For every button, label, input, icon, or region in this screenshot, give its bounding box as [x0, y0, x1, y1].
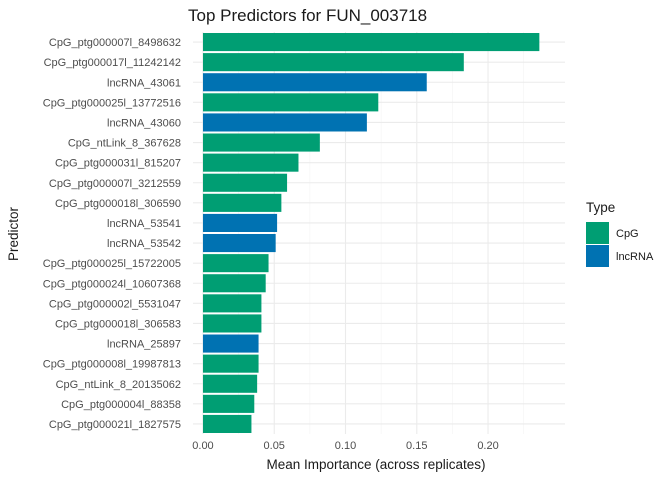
- x-tick-label: 0.10: [335, 440, 356, 452]
- y-tick-label-lncrna-53542: lncRNA_53542: [107, 238, 181, 250]
- x-axis-title: Mean Importance (across replicates): [266, 457, 485, 472]
- y-tick-label-cpg-ptg000004l-88358: CpG_ptg000004l_88358: [61, 399, 181, 411]
- bar-cpg-ptg000018l-306583: [202, 314, 262, 333]
- bar-lncrna-25897: [202, 334, 259, 353]
- bar-cpg-ptg000024l-10607368: [202, 274, 266, 293]
- y-tick-label-cpg-ptg000025l-15722005: CpG_ptg000025l_15722005: [43, 258, 181, 270]
- y-tick-label-cpg-ptg000008l-19987813: CpG_ptg000008l_19987813: [43, 359, 181, 371]
- bar-cpg-ptg000002l-5531047: [202, 294, 262, 313]
- bar-lncrna-43060: [202, 113, 367, 132]
- chart-title: Top Predictors for FUN_003718: [188, 6, 427, 25]
- x-tick-label: 0.00: [192, 440, 213, 452]
- y-tick-label-cpg-ptg000031l-815207: CpG_ptg000031l_815207: [55, 158, 181, 170]
- y-axis-title: Predictor: [6, 206, 21, 261]
- bar-cpg-ntlink-8-367628: [202, 133, 320, 152]
- bar-cpg-ptg000021l-1827575: [202, 414, 252, 433]
- y-tick-label-cpg-ntlink-8-367628: CpG_ntLink_8_367628: [68, 138, 181, 150]
- y-tick-labels: CpG_ptg000007l_8498632 CpG_ptg000017l_112…: [43, 37, 181, 431]
- y-tick-label-cpg-ptg000007l-8498632: CpG_ptg000007l_8498632: [49, 37, 181, 49]
- y-tick-label-cpg-ptg000002l-5531047: CpG_ptg000002l_5531047: [49, 298, 181, 310]
- bar-cpg-ptg000025l-13772516: [202, 93, 379, 112]
- y-tick-label-lncrna-43061: lncRNA_43061: [107, 77, 181, 89]
- x-tick-label: 0.05: [264, 440, 285, 452]
- bar-cpg-ntlink-8-20135062: [202, 374, 258, 393]
- y-tick-label-cpg-ptg000024l-10607368: CpG_ptg000024l_10607368: [43, 278, 181, 290]
- bars-group: [202, 33, 540, 433]
- bar-cpg-ptg000007l-8498632: [202, 33, 540, 52]
- legend-label-cpg: CpG: [616, 228, 639, 240]
- x-tick-labels: 0.00 0.05 0.10 0.15 0.20: [192, 440, 498, 452]
- legend-title: Type: [586, 200, 615, 215]
- grid-lines: [193, 32, 565, 434]
- bar-cpg-ptg000031l-815207: [202, 153, 299, 172]
- legend-swatch-lncrna: [586, 245, 609, 267]
- y-tick-label-lncrna-43060: lncRNA_43060: [107, 117, 181, 129]
- y-tick-label-lncrna-53541: lncRNA_53541: [107, 218, 181, 230]
- y-tick-label-cpg-ptg000007l-3212559: CpG_ptg000007l_3212559: [49, 178, 181, 190]
- bar-lncrna-53541: [202, 213, 278, 232]
- y-tick-label-cpg-ptg000018l-306590: CpG_ptg000018l_306590: [55, 198, 181, 210]
- y-tick-label-cpg-ptg000025l-13772516: CpG_ptg000025l_13772516: [43, 97, 181, 109]
- x-tick-label: 0.15: [406, 440, 427, 452]
- y-tick-label-cpg-ptg000018l-306583: CpG_ptg000018l_306583: [55, 318, 181, 330]
- bar-lncrna-43061: [202, 73, 427, 92]
- y-tick-label-cpg-ptg000021l-1827575: CpG_ptg000021l_1827575: [49, 419, 181, 431]
- y-tick-label-lncrna-25897: lncRNA_25897: [107, 339, 181, 351]
- legend-label-lncrna: lncRNA: [616, 251, 654, 263]
- legend: Type CpG lncRNA: [586, 200, 654, 267]
- bar-cpg-ptg000017l-11242142: [202, 53, 464, 72]
- legend-swatch-cpg: [586, 222, 609, 244]
- bar-cpg-ptg000007l-3212559: [202, 173, 288, 192]
- y-tick-label-cpg-ntlink-8-20135062: CpG_ntLink_8_20135062: [56, 379, 181, 391]
- bar-lncrna-53542: [202, 234, 276, 253]
- x-tick-label: 0.20: [477, 440, 498, 452]
- bar-cpg-ptg000004l-88358: [202, 394, 255, 413]
- bar-cpg-ptg000018l-306590: [202, 193, 282, 212]
- bar-cpg-ptg000008l-19987813: [202, 354, 259, 373]
- bar-cpg-ptg000025l-15722005: [202, 254, 269, 273]
- y-tick-label-cpg-ptg000017l-11242142: CpG_ptg000017l_11242142: [44, 57, 181, 69]
